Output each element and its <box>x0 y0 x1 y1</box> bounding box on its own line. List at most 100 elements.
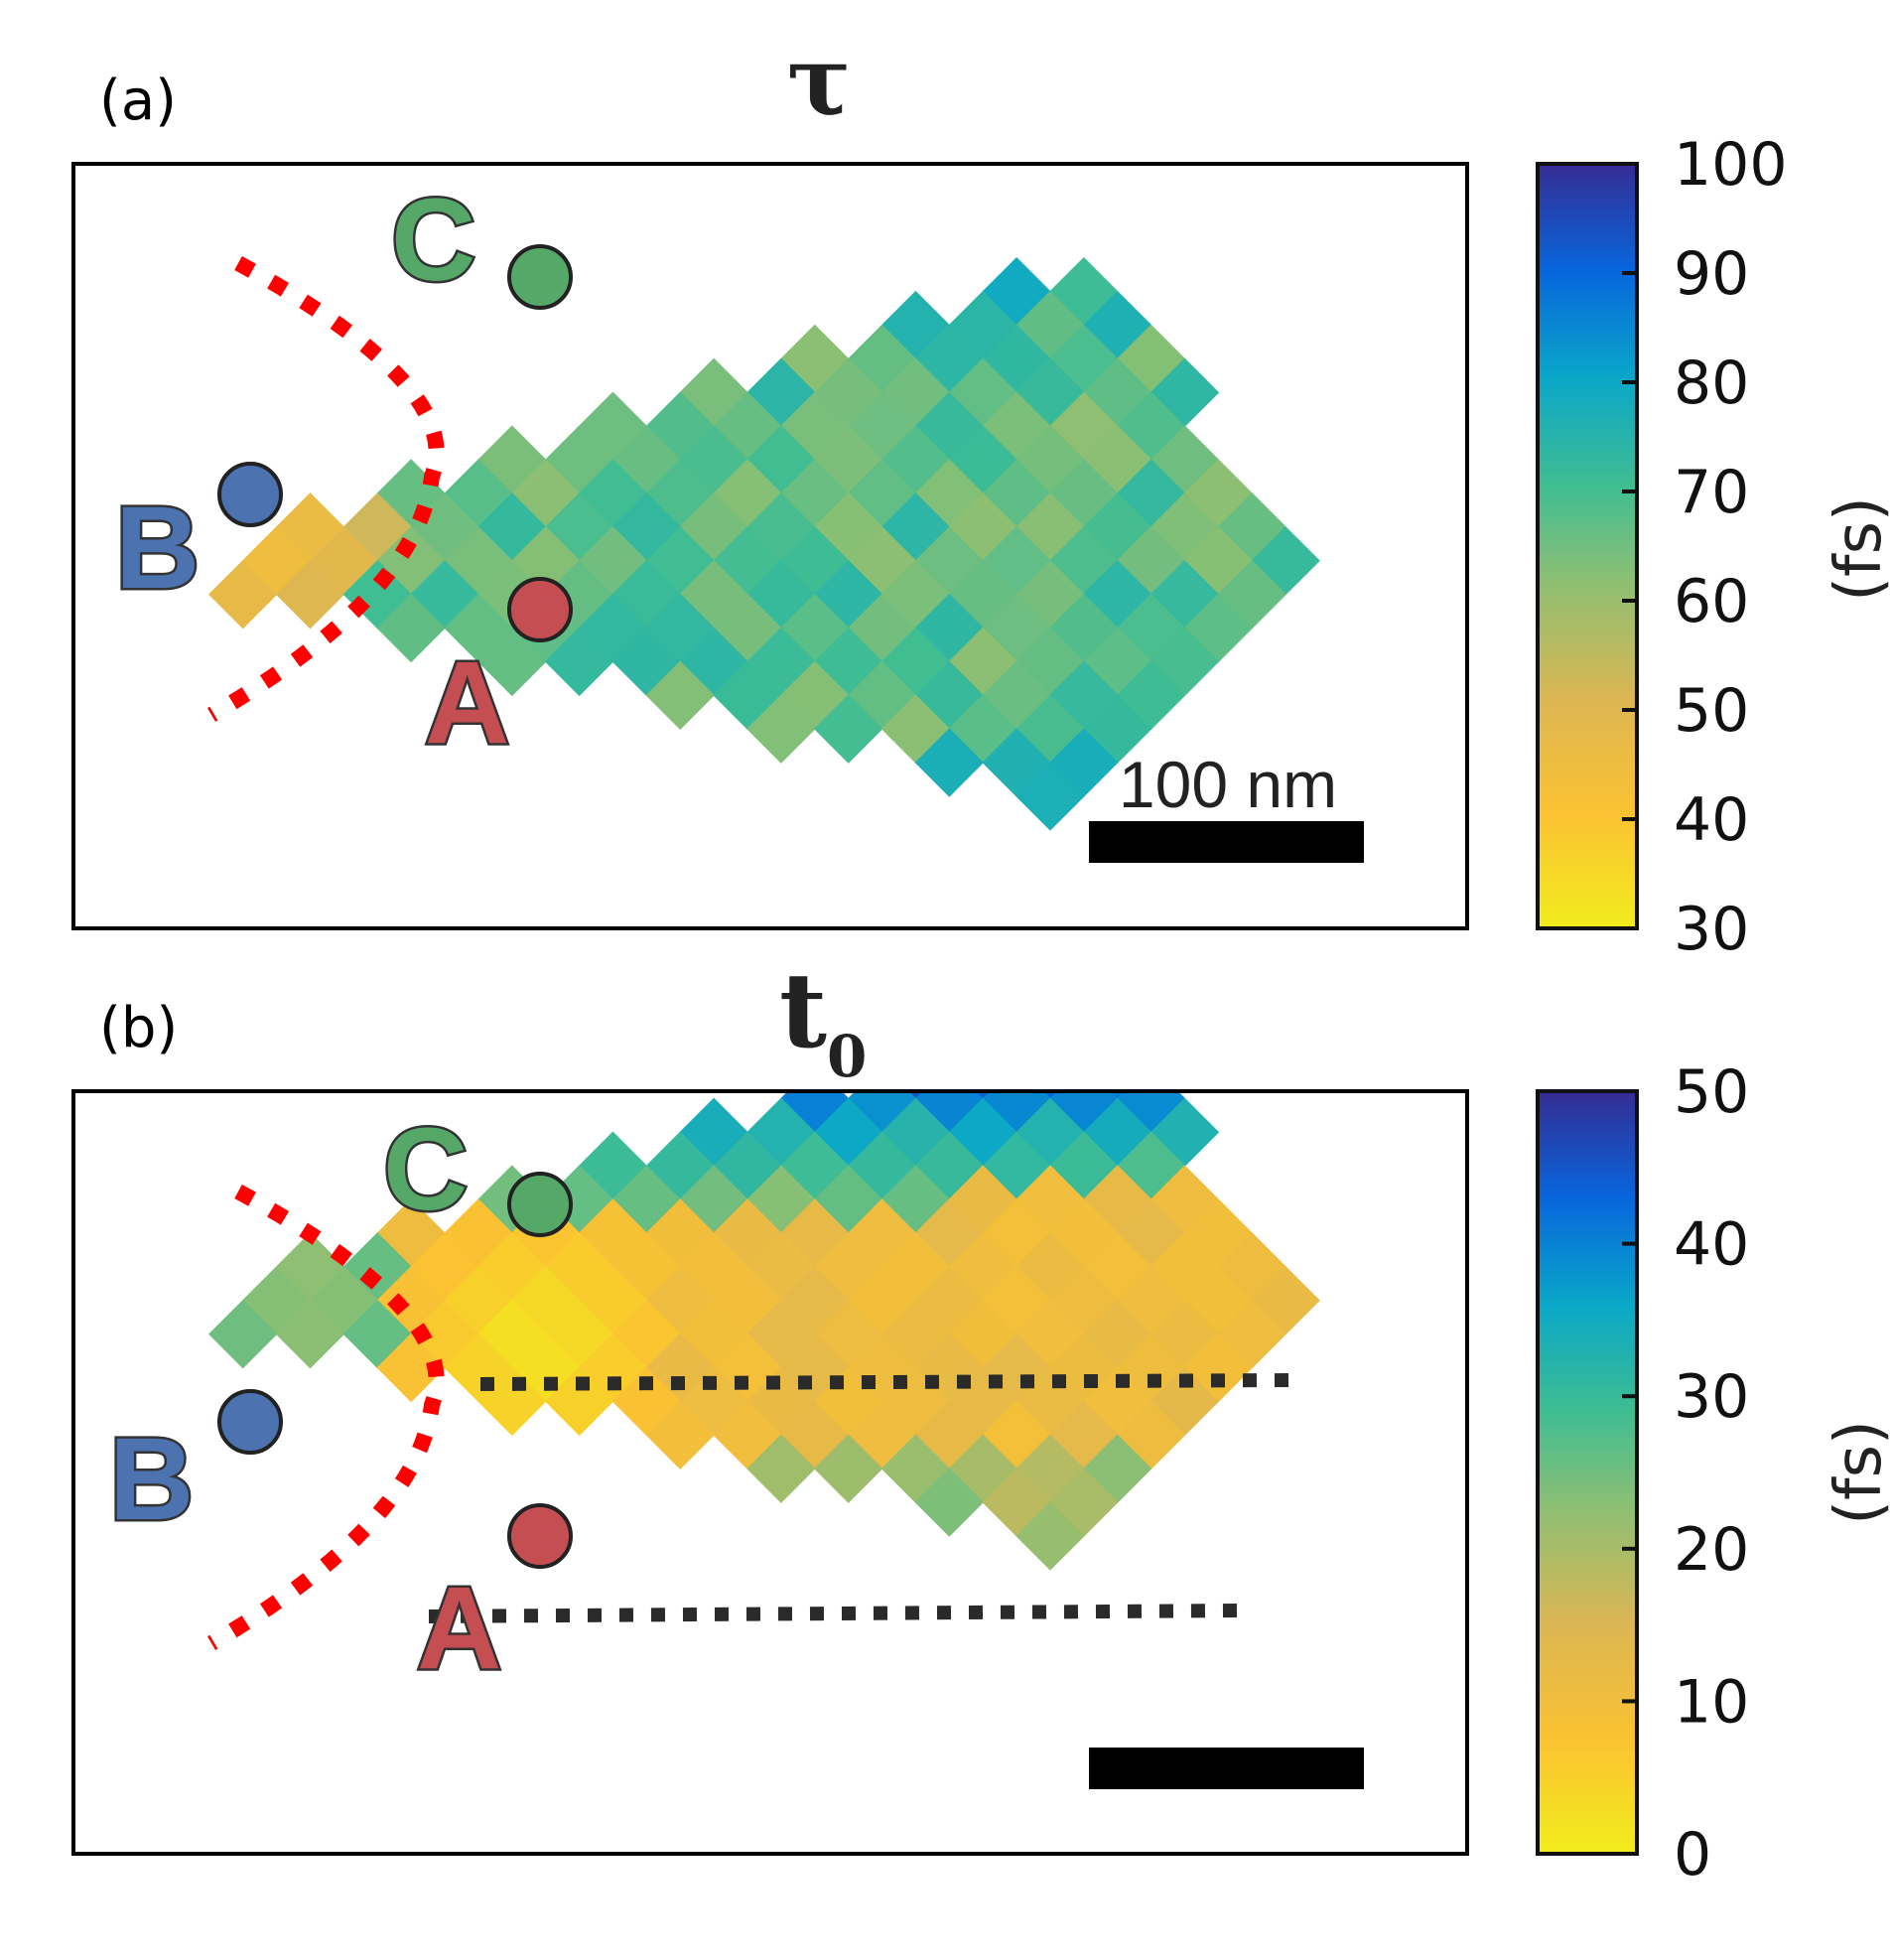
heatmap-cell <box>1041 1091 1059 1100</box>
colorbar-tick-label: 90 <box>1674 239 1749 309</box>
heatmap-cell <box>477 627 547 697</box>
panel-a-colorbar-label: (fs) <box>1823 496 1892 602</box>
point-c-label-b: C <box>383 1104 468 1235</box>
heatmap-cell <box>746 1165 816 1234</box>
heatmap-cell <box>780 459 850 528</box>
heatmap-cell <box>342 492 412 562</box>
heatmap-cell <box>645 1131 715 1200</box>
heatmap-cell <box>1109 1091 1126 1100</box>
point-b-label: B <box>115 483 200 614</box>
heatmap-cell <box>713 593 782 663</box>
heatmap-cell <box>1183 593 1254 663</box>
heatmap-cell <box>376 1332 446 1403</box>
heatmap-cell <box>645 1400 715 1470</box>
heatmap-cell <box>1015 762 1085 831</box>
heatmap-cell <box>544 627 614 697</box>
heatmap-cell <box>275 1299 345 1369</box>
heatmap-cell <box>275 492 345 562</box>
panel-a-boundary-line <box>206 255 445 722</box>
heatmap-cell <box>713 459 782 528</box>
heatmap-cell <box>907 1091 924 1100</box>
heatmap-cell <box>679 425 748 494</box>
panel-b-title-subscript: 0 <box>827 1023 867 1090</box>
heatmap-cell <box>1049 1091 1119 1134</box>
heatmap-cell <box>982 1091 1051 1134</box>
colorbar-tick-label: 30 <box>1674 1362 1749 1432</box>
panel-b-colorbar <box>1536 1089 1639 1856</box>
heatmap-cell <box>746 559 816 630</box>
heatmap-cell <box>914 728 984 797</box>
heatmap-cell <box>713 1131 782 1200</box>
panel-a-frame <box>71 162 1469 930</box>
point-b-marker-b <box>217 1389 283 1455</box>
heatmap-cell <box>645 391 715 461</box>
heatmap-cell <box>813 1434 883 1503</box>
heatmap-cell <box>208 1299 278 1369</box>
heatmap-cell <box>982 997 1050 1065</box>
colorbar-tick-label: 10 <box>1674 1667 1749 1737</box>
heatmap-cell <box>746 425 816 494</box>
panel-b-boundary-line <box>206 1184 445 1650</box>
heatmap-cell <box>679 1165 748 1234</box>
heatmap-cell <box>1116 1091 1186 1134</box>
colorbar-tick-label: 30 <box>1674 895 1749 964</box>
heatmap-cell <box>444 593 513 663</box>
point-c-marker-b <box>507 1172 573 1237</box>
heatmap-cell <box>679 357 748 428</box>
heatmap-cell <box>1251 526 1320 596</box>
colorbar-tick-label: 70 <box>1674 458 1749 527</box>
heatmap-cell <box>1217 559 1286 630</box>
heatmap-cell <box>1049 997 1118 1065</box>
heatmap-cell <box>746 357 816 428</box>
heatmap-cell <box>1015 1501 1085 1571</box>
heatmap-cell <box>645 1198 715 1268</box>
heatmap-cell <box>376 593 446 663</box>
point-a-label-b: A <box>417 1563 501 1694</box>
panel-a-scale-bar <box>1089 821 1364 863</box>
point-a-marker-b <box>507 1503 573 1569</box>
heatmap-cell <box>746 492 816 562</box>
heatmap-cell <box>679 559 748 630</box>
heatmap-cell <box>477 1366 547 1437</box>
heatmap-cell <box>645 1266 715 1335</box>
heatmap-cell <box>780 391 850 461</box>
heatmap-cell <box>645 459 715 528</box>
heatmap-cell <box>746 694 816 764</box>
heatmap-cell <box>713 1198 782 1268</box>
heatmap-cell <box>746 1232 816 1302</box>
heatmap-cell <box>813 694 883 764</box>
colorbar-tick-label: 0 <box>1674 1820 1711 1890</box>
panel-a-colorbar <box>1536 162 1639 930</box>
panel-b-label: (b) <box>99 996 178 1060</box>
panel-b-heatmap <box>208 997 1320 1571</box>
heatmap-cell <box>914 1468 984 1537</box>
panel-b-title-main: t <box>779 949 827 1071</box>
heatmap-cell <box>914 1091 984 1134</box>
point-c-label: C <box>391 175 475 306</box>
heatmap-cell <box>713 526 782 596</box>
panel-a-colorbar-ticks: 30 40 50 60 70 80 90 100 <box>1622 130 1788 964</box>
heatmap-cell <box>780 1198 850 1268</box>
heatmap-cell <box>410 492 479 562</box>
heatmap-cell <box>342 559 412 630</box>
panel-b-colorbar-label: (fs) <box>1823 1420 1892 1525</box>
point-b-marker <box>217 462 283 527</box>
heatmap-cell <box>208 559 278 630</box>
heatmap-cell <box>713 1266 782 1335</box>
heatmap-cell <box>376 526 446 596</box>
heatmap-cell <box>410 559 479 630</box>
colorbar-tick-label: 60 <box>1674 567 1749 636</box>
point-b-label-b: B <box>109 1414 194 1545</box>
heatmap-cell <box>645 660 715 730</box>
heatmap-cell <box>275 559 345 630</box>
point-c-marker <box>507 244 573 310</box>
heatmap-cell <box>679 1232 748 1302</box>
panel-b-title: t0 <box>779 949 867 1090</box>
heatmap-cell <box>679 1097 748 1168</box>
panel-b-colorbar-ticks: 0 10 20 30 40 50 <box>1622 1057 1749 1890</box>
heatmap-cell <box>847 1091 917 1134</box>
panel-a-heatmap <box>208 256 1320 831</box>
panel-a-title: τ <box>787 25 852 137</box>
